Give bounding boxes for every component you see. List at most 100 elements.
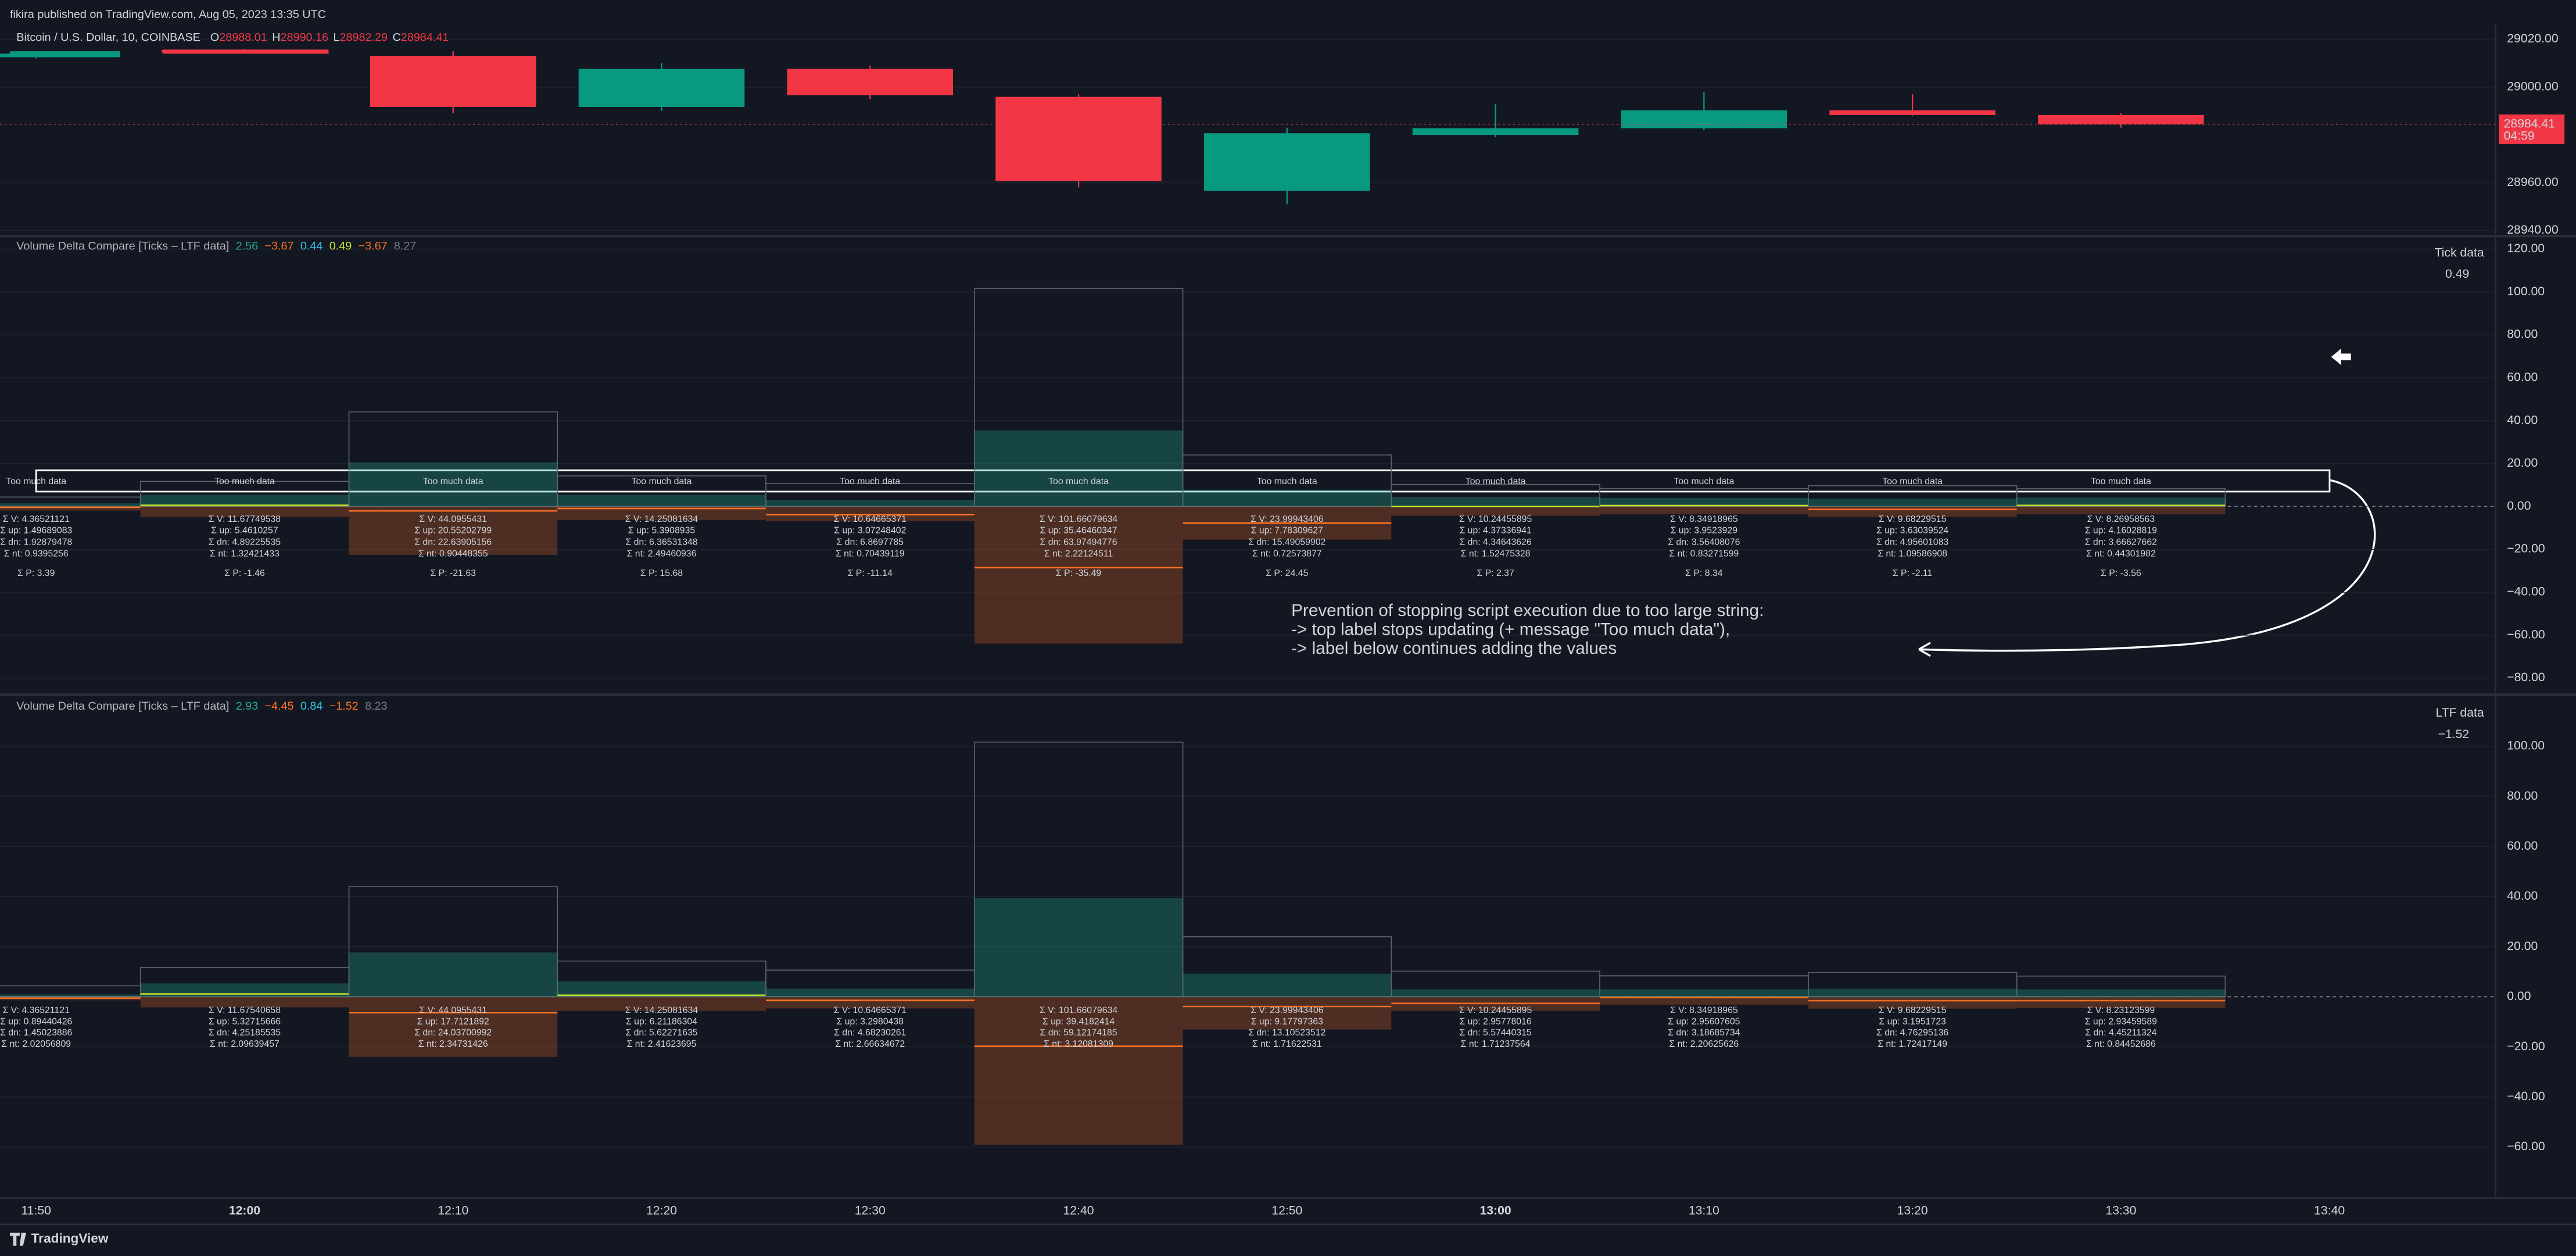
- sum-label: Σ dn: 1.45023886: [0, 1028, 72, 1038]
- sum-value: 9.17797363: [1274, 1017, 1323, 1027]
- sum-value: 17.7121892: [440, 1017, 489, 1027]
- sum-label: Σ up: 2.95778016: [1459, 1017, 1531, 1027]
- too-much-data-label: Too much data: [214, 477, 275, 486]
- down-volume-bar: [2016, 996, 2226, 1008]
- sum-label: Σ P: 15.68: [640, 568, 683, 578]
- sum-value: 10.24455895: [1478, 1005, 1532, 1015]
- sum-prefix: Σ dn:: [625, 1028, 649, 1038]
- sum-label: Σ V: 44.0955431: [419, 1005, 487, 1015]
- down-volume-bar: [0, 506, 141, 511]
- sum-prefix: Σ nt:: [418, 549, 439, 559]
- sum-label: Σ V: 4.36521121: [2, 1005, 70, 1015]
- sum-label: Σ V: 10.64665371: [834, 514, 907, 524]
- indicator-value: −3.67: [265, 240, 294, 253]
- sum-label: Σ dn: 3.56408076: [1668, 538, 1740, 548]
- sum-value: 44.0955431: [438, 514, 487, 524]
- volume-strip: [162, 49, 329, 54]
- sum-value: 15.49059902: [1272, 538, 1325, 548]
- y-tick-label: −20.00: [2507, 1040, 2545, 1053]
- sum-label: Σ nt: 0.72573877: [1252, 549, 1322, 559]
- sum-label: Σ up: 9.17797363: [1251, 1017, 1323, 1027]
- sum-prefix: Σ dn:: [837, 538, 861, 548]
- sum-value: 9.68229515: [1898, 514, 1947, 524]
- sum-value: 23.99943406: [1270, 514, 1324, 524]
- y-tick-label: 20.00: [2507, 456, 2538, 470]
- sum-value: 3.56408076: [1692, 538, 1740, 548]
- sum-value: 14.25081634: [644, 1005, 698, 1015]
- too-much-data-label: Too much data: [1674, 477, 1734, 486]
- sum-value: 14.25081634: [644, 514, 698, 524]
- sum-prefix: Σ up:: [209, 1017, 232, 1027]
- sum-value: -2.11: [1912, 568, 1932, 578]
- sum-value: 1.72417149: [1898, 1039, 1947, 1049]
- pane-side-label: LTF data: [2435, 706, 2484, 720]
- tradingview-logo: [9, 1232, 27, 1246]
- sum-prefix: Σ nt:: [1669, 1039, 1690, 1049]
- annotation-line: -> label below continues adding the valu…: [1291, 639, 1617, 658]
- sum-label: Σ P: 24.45: [1266, 568, 1308, 578]
- y-tick-label: 29000.00: [2507, 80, 2558, 93]
- sum-value: 6.21186304: [650, 1017, 698, 1027]
- y-tick-label: 29020.00: [2507, 32, 2558, 45]
- sum-prefix: Σ V:: [209, 514, 228, 524]
- curved-arrow: [1919, 479, 2376, 652]
- sum-value: 3.9523929: [1694, 526, 1737, 536]
- ohlc-key: O: [210, 31, 219, 44]
- volume-outline: [973, 288, 1184, 507]
- sum-prefix: Σ up:: [1040, 526, 1064, 536]
- sum-value: 2.09639457: [231, 1039, 280, 1049]
- sum-prefix: Σ up:: [0, 526, 24, 536]
- up-volume-bar: [974, 430, 1183, 507]
- y-tick-label: −20.00: [2507, 542, 2545, 556]
- sum-label: Σ nt: 1.71237564: [1461, 1039, 1531, 1049]
- too-much-data-label: Too much data: [840, 477, 900, 486]
- sum-value: 1.71622531: [1273, 1039, 1322, 1049]
- sum-prefix: Σ P:: [848, 568, 868, 578]
- candle-body: [995, 96, 1162, 181]
- sum-value: 4.68230261: [858, 1028, 907, 1038]
- sum-label: Σ V: 8.34918965: [1670, 514, 1738, 524]
- countdown-label: 04:59: [2504, 130, 2535, 143]
- sum-prefix: Σ dn:: [625, 538, 649, 548]
- sum-prefix: Σ V:: [625, 514, 644, 524]
- sum-value: 4.25185535: [232, 1028, 281, 1038]
- up-volume-bar: [974, 898, 1183, 997]
- sum-value: 8.26958563: [2106, 514, 2155, 524]
- footer-brand: TradingView: [31, 1231, 109, 1246]
- sum-prefix: Σ dn:: [0, 538, 24, 548]
- y-tick-label: 0.00: [2507, 990, 2531, 1003]
- sum-value: 1.92879478: [24, 538, 73, 548]
- indicator-value: −4.45: [265, 700, 294, 713]
- sum-prefix: Σ P:: [1266, 568, 1285, 578]
- up-volume-bar: [557, 981, 766, 997]
- sum-label: Σ up: 3.1951723: [1879, 1017, 1946, 1027]
- sum-label: Σ dn: 24.03700992: [414, 1028, 492, 1038]
- sum-label: Σ up: 3.63039524: [1876, 526, 1948, 536]
- down-volume-bar: [349, 506, 558, 555]
- sum-value: 2.22124511: [1065, 549, 1113, 559]
- arrow-icon: [2331, 348, 2351, 366]
- indicator-value: 2.93: [236, 700, 259, 713]
- sum-prefix: Σ nt:: [2086, 1039, 2107, 1049]
- indicator-value: 0.44: [300, 240, 323, 253]
- ohlc-value: 28982.29: [340, 31, 388, 44]
- up-volume-bar: [557, 495, 766, 507]
- sum-label: Σ up: 39.4182414: [1042, 1017, 1115, 1027]
- sum-prefix: Σ up:: [1671, 526, 1694, 536]
- sum-label: Σ nt: 1.09586908: [1878, 549, 1947, 559]
- sum-prefix: Σ V:: [1670, 1005, 1689, 1015]
- sum-label: Σ dn: 3.66627662: [2085, 538, 2157, 548]
- sum-value: 10.64665371: [853, 1005, 907, 1015]
- y-tick-label: 20.00: [2507, 939, 2538, 953]
- sum-value: 6.8697785: [860, 538, 904, 548]
- sum-value: 35.46460347: [1063, 526, 1117, 536]
- sum-label: Σ nt: 2.49460936: [627, 549, 697, 559]
- y-tick-label: 28960.00: [2507, 176, 2558, 189]
- sum-value: 5.62271635: [649, 1028, 698, 1038]
- sum-prefix: Σ nt:: [1461, 549, 1482, 559]
- time-label: 13:30: [2105, 1204, 2136, 1218]
- sum-value: 3.12081309: [1065, 1039, 1113, 1049]
- sum-label: Σ up: 5.3908935: [628, 526, 696, 536]
- sum-value: 4.95601083: [1900, 538, 1949, 548]
- time-label: 11:50: [21, 1204, 51, 1218]
